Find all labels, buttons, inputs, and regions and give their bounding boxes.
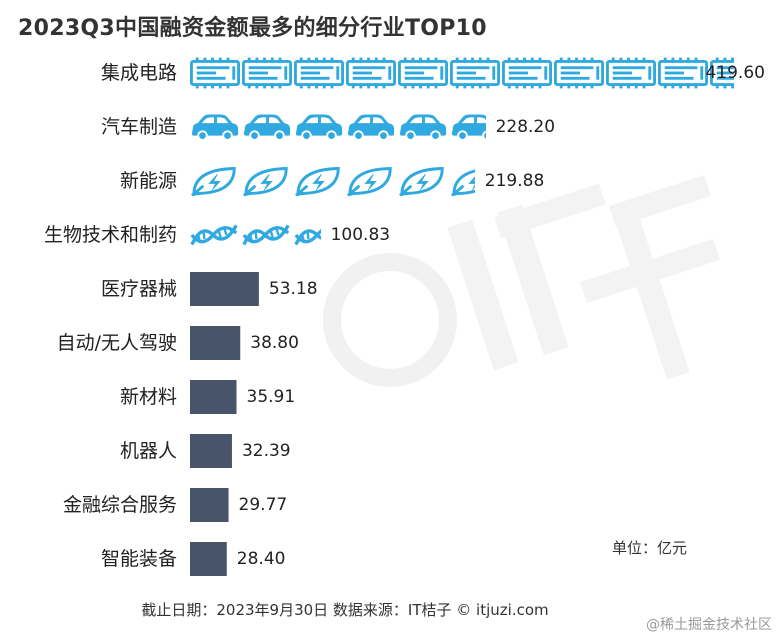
leaf-energy-icon (242, 167, 288, 197)
car-icon (243, 114, 291, 141)
pictogram-bar (190, 57, 734, 89)
chip-icon (398, 57, 448, 89)
leaf-energy-icon (398, 167, 444, 197)
car-icon (295, 114, 343, 141)
category-label: 金融综合服务 (63, 494, 177, 516)
category-label: 汽车制造 (101, 116, 177, 138)
bar (190, 326, 241, 360)
pictogram-bar (190, 167, 475, 197)
chip-icon (606, 57, 656, 89)
source-footnote: 截止日期：2023年9月30日 数据来源：IT桔子 © itjuzi.com (141, 601, 549, 619)
dna-icon (190, 223, 238, 247)
leaf-energy-icon (190, 167, 236, 197)
chip-icon (190, 57, 240, 89)
car-icon (191, 114, 239, 141)
car-icon (451, 114, 486, 141)
value-label: 35.91 (247, 387, 296, 407)
car-icon (347, 114, 395, 141)
unit-note: 单位：亿元 (612, 539, 688, 557)
dna-icon (242, 223, 290, 247)
pictogram-bar (190, 223, 321, 247)
bar (190, 272, 259, 306)
category-label: 自动/无人驾驶 (57, 332, 177, 354)
category-label: 智能装备 (101, 548, 177, 570)
chip-icon (554, 57, 604, 89)
value-label: 419.60 (705, 63, 764, 83)
value-label: 219.88 (485, 171, 544, 191)
category-label: 医疗器械 (101, 278, 177, 300)
value-label: 32.39 (242, 441, 291, 461)
bar (190, 488, 229, 522)
value-label: 53.18 (269, 279, 318, 299)
bar (190, 434, 232, 468)
chip-icon (658, 57, 708, 89)
credit-watermark: @稀土掘金技术社区 (646, 617, 772, 633)
chip-icon (242, 57, 292, 89)
value-label: 38.80 (250, 333, 299, 353)
chart-title: 2023Q3中国融资金额最多的细分行业TOP10 (18, 16, 487, 41)
leaf-energy-icon (294, 167, 340, 197)
chip-icon (450, 57, 500, 89)
category-label: 机器人 (120, 440, 177, 462)
bar (190, 542, 227, 576)
category-label: 新材料 (120, 386, 177, 408)
pictogram-bar (191, 114, 486, 141)
value-label: 29.77 (239, 495, 288, 515)
value-label: 28.40 (237, 549, 286, 569)
chip-icon (502, 57, 552, 89)
category-label: 生物技术和制药 (44, 224, 177, 246)
chip-icon (346, 57, 396, 89)
value-label: 100.83 (331, 225, 390, 245)
car-icon (399, 114, 447, 141)
value-label: 228.20 (496, 117, 555, 137)
chip-icon (294, 57, 344, 89)
leaf-energy-icon (346, 167, 392, 197)
category-label: 新能源 (120, 170, 177, 192)
category-label: 集成电路 (101, 62, 177, 84)
bar (190, 380, 237, 414)
